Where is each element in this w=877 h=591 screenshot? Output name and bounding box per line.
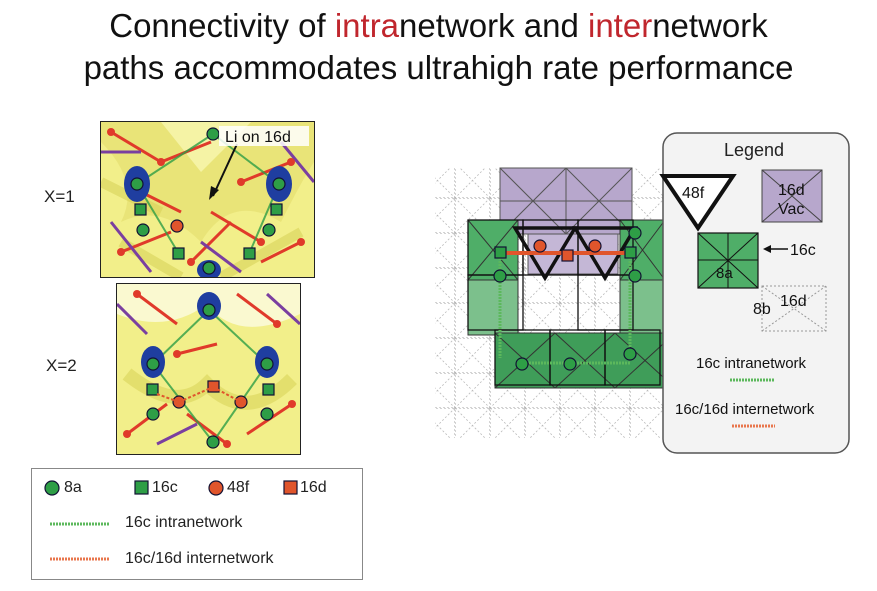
site-legend-markers	[44, 480, 298, 561]
legend-48f-triangle	[659, 174, 737, 232]
legend-48f-marker	[208, 480, 224, 496]
legend-title: Legend	[724, 140, 784, 160]
legend-16d-box	[761, 285, 827, 332]
legend-intra-text: 16c intranetwork	[696, 355, 807, 372]
page-title-line-1: Connectivity of intranetwork and interne…	[109, 7, 768, 44]
structure-panel-x2	[116, 283, 301, 455]
legend-inter-label: 16c/16d internetwork	[125, 550, 274, 567]
schematic-legend: Legend 48f 16d Vac 8a 16c 16d 8b 16c int…	[659, 132, 850, 454]
structure-x1-graphic: Li on 16d	[101, 122, 314, 277]
legend-16c-marker	[134, 480, 149, 495]
panel2-label: X=2	[46, 356, 77, 375]
legend-8a-marker	[44, 480, 60, 496]
legend-16d-vac-text-2: Vac	[778, 201, 804, 218]
legend-16c-label: 16c	[152, 479, 178, 496]
structure-x2-graphic	[117, 284, 300, 454]
legend-16c-text: 16c	[790, 242, 816, 259]
legend-48f-label: 48f	[227, 479, 250, 496]
legend-intra-label: 16c intranetwork	[125, 514, 243, 531]
li-on-16d-annotation: Li on 16d	[225, 129, 291, 146]
legend-8a-label: 8a	[64, 479, 82, 496]
legend-inter-text: 16c/16d internetwork	[675, 401, 815, 418]
legend-16d-vac-text-1: 16d	[778, 182, 805, 199]
page-title-line-2: paths accommodates ultrahigh rate perfor…	[83, 49, 794, 86]
site-legend: 8a 16c 48f 16d 16c intranetwork 16c/16d …	[31, 468, 363, 580]
legend-48f-text: 48f	[682, 185, 705, 202]
title-highlight-intra: intra	[334, 7, 400, 44]
legend-16d-marker	[283, 480, 298, 495]
legend-8a-text: 8a	[716, 265, 733, 282]
legend-16d-label: 16d	[300, 479, 327, 496]
site-markers	[493, 226, 642, 371]
panel1-label: X=1	[44, 187, 75, 206]
legend-16d-text: 16d	[780, 293, 807, 310]
polyhedra-schematic: Legend 48f 16d Vac 8a 16c 16d 8b 16c int…	[435, 132, 850, 454]
title-highlight-inter: inter	[588, 7, 653, 44]
legend-8b-text: 8b	[753, 301, 771, 318]
structure-panel-x1: Li on 16d	[100, 121, 315, 278]
